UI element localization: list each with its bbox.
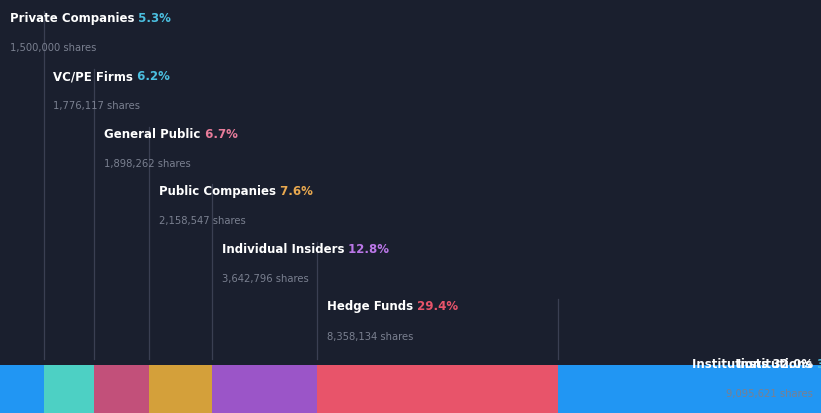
- Text: 3,642,796 shares: 3,642,796 shares: [222, 273, 309, 283]
- Text: 6.7%: 6.7%: [200, 127, 237, 140]
- Text: 1,776,117 shares: 1,776,117 shares: [53, 101, 140, 111]
- Text: Institutions 32.0%: Institutions 32.0%: [691, 357, 813, 370]
- Bar: [0, 366, 44, 413]
- Text: Hedge Funds: Hedge Funds: [327, 300, 413, 313]
- Text: 29.4%: 29.4%: [413, 300, 458, 313]
- Text: Private Companies: Private Companies: [10, 12, 135, 25]
- Text: 6.2%: 6.2%: [133, 70, 170, 83]
- Text: 1,500,000 shares: 1,500,000 shares: [10, 43, 96, 53]
- Text: General Public: General Public: [104, 127, 200, 140]
- Text: 2,158,547 shares: 2,158,547 shares: [159, 216, 246, 226]
- Text: 1,898,262 shares: 1,898,262 shares: [104, 158, 191, 168]
- Bar: [212, 366, 317, 413]
- Bar: [94, 366, 149, 413]
- Bar: [149, 366, 212, 413]
- Bar: [317, 366, 558, 413]
- Text: 9,095,621 shares: 9,095,621 shares: [726, 388, 813, 398]
- Text: 7.6%: 7.6%: [277, 185, 313, 198]
- Bar: [558, 366, 821, 413]
- Text: VC/PE Firms: VC/PE Firms: [53, 70, 133, 83]
- Text: 8,358,134 shares: 8,358,134 shares: [327, 331, 413, 341]
- Text: Public Companies: Public Companies: [159, 185, 277, 198]
- Text: Individual Insiders: Individual Insiders: [222, 242, 344, 255]
- Text: 12.8%: 12.8%: [344, 242, 389, 255]
- Text: 5.3%: 5.3%: [135, 12, 172, 25]
- Bar: [44, 366, 94, 413]
- Text: Institutions: Institutions: [736, 357, 813, 370]
- Text: 32.0%: 32.0%: [813, 357, 821, 370]
